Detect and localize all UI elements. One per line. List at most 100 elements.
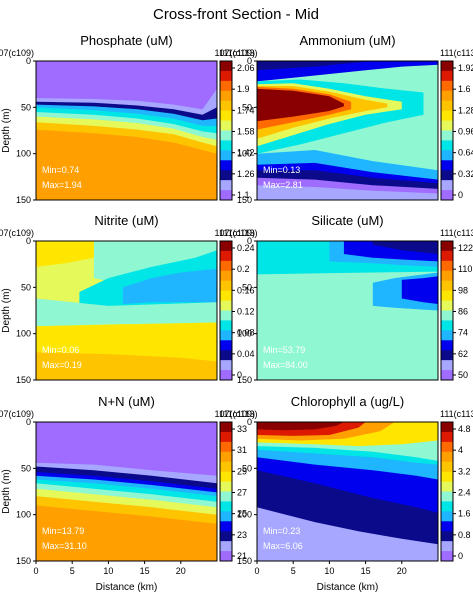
colorbar-segment	[220, 551, 232, 562]
colorbar-tick-label: 1.58	[237, 127, 255, 137]
colorbar-segment	[220, 422, 232, 433]
colorbar-tick-label: 74	[458, 328, 468, 338]
colorbar-segment	[441, 270, 453, 282]
colorbar-segment	[220, 310, 232, 321]
colorbar-frame	[440, 240, 454, 381]
colorbar-segment	[220, 80, 232, 92]
colorbar-segment	[441, 290, 453, 302]
y-tick-label: 50	[21, 463, 31, 473]
x-tick-label: 0	[33, 566, 38, 576]
y-tick-label: 100	[237, 149, 252, 159]
colorbar-tick-label: 0.32	[458, 169, 473, 179]
colorbar-tick-label: 1.1	[237, 190, 250, 200]
colorbar-segment	[441, 441, 453, 453]
colorbar-segment	[220, 270, 232, 282]
colorbar-tick-label: 0.04	[237, 349, 255, 359]
contour-band	[36, 129, 217, 200]
colorbar-segment	[441, 70, 453, 82]
colorbar-segment	[220, 441, 232, 453]
colorbar-segment	[441, 551, 453, 562]
colorbar-segment	[220, 70, 232, 82]
colorbar-segment	[441, 100, 453, 112]
station-left-label: 107(c109)	[214, 228, 255, 238]
colorbar-segment	[441, 360, 453, 371]
colorbar-tick-label: 2.06	[237, 63, 255, 73]
max-value-label: Max=0.19	[42, 360, 82, 370]
colorbar-tick-label: 0.16	[237, 285, 255, 295]
colorbar-segment	[220, 241, 232, 252]
y-axis-label: Depth (m)	[1, 469, 12, 513]
colorbar-segment	[441, 501, 453, 512]
colorbar-segment	[441, 61, 453, 72]
contour-panel: Nitrite (uM)107(c109)111(c113)050100150D…	[0, 213, 258, 385]
plot-frame	[35, 421, 218, 562]
min-value-label: Min=0.23	[263, 526, 300, 536]
colorbar-segment	[220, 521, 232, 532]
colorbar-tick-label: 3.2	[458, 466, 471, 476]
y-tick-label: 0	[26, 417, 31, 427]
colorbar-segment	[220, 180, 232, 191]
y-tick-label: 50	[242, 282, 252, 292]
panel-title: Phosphate (uM)	[80, 33, 173, 48]
colorbar-segment	[441, 422, 453, 433]
contour-field	[257, 61, 438, 200]
x-axis-label: Distance (km)	[96, 582, 158, 593]
plot-frame	[256, 240, 439, 381]
min-value-label: Min=0.06	[42, 345, 79, 355]
plot-frame	[35, 60, 218, 201]
colorbar-tick-label: 0.24	[237, 243, 255, 253]
station-left-label: 107(c109)	[0, 409, 34, 419]
colorbar-segment	[441, 491, 453, 502]
station-right-label: 111(c113)	[440, 409, 473, 419]
max-value-label: Max=31.10	[42, 541, 87, 551]
colorbar-tick-label: 31	[237, 445, 247, 455]
contour-panel: Phosphate (uM)107(c109)111(c113)05010015…	[0, 33, 258, 205]
colorbar-tick-label: 1.28	[458, 105, 473, 115]
min-value-label: Min=0.13	[263, 165, 300, 175]
colorbar-segment	[441, 110, 453, 122]
contour-panel: Ammonium (uM)107(c109)111(c113)050100150…	[214, 33, 473, 205]
colorbar-segment	[220, 250, 232, 262]
station-left-label: 107(c109)	[214, 48, 255, 58]
colorbar-segment	[220, 260, 232, 272]
colorbar-segment	[441, 340, 453, 351]
colorbar-segment	[220, 461, 232, 473]
colorbar-segment	[220, 120, 232, 131]
colorbar-segment	[220, 150, 232, 161]
max-value-label: Max=1.94	[42, 180, 82, 190]
y-tick-label: 0	[247, 417, 252, 427]
colorbar-segment	[220, 100, 232, 112]
colorbar-tick-label: 1.74	[237, 105, 255, 115]
colorbar-segment	[441, 481, 453, 492]
panel-title: Silicate (uM)	[311, 213, 383, 228]
y-tick-label: 100	[16, 149, 31, 159]
colorbar-tick-label: 1.26	[237, 169, 255, 179]
contour-band	[122, 268, 217, 304]
min-value-label: Min=53.79	[263, 345, 305, 355]
colorbar-tick-label: 2.4	[458, 488, 471, 498]
colorbar-segment	[220, 330, 232, 341]
min-value-label: Min=13.79	[42, 526, 84, 536]
y-tick-label: 50	[242, 463, 252, 473]
x-tick-label: 15	[140, 566, 150, 576]
y-tick-label: 50	[21, 282, 31, 292]
contour-band	[257, 61, 373, 71]
colorbar-segment	[220, 290, 232, 302]
page-title: Cross-front Section - Mid	[153, 6, 319, 23]
contour-band	[36, 352, 217, 380]
contour-field	[36, 61, 217, 200]
y-tick-label: 0	[247, 236, 252, 246]
station-right-label: 111(c113)	[219, 228, 258, 238]
colorbar-segment	[220, 360, 232, 371]
colorbar-segment	[220, 90, 232, 102]
plot-frame	[256, 60, 439, 201]
colorbar-tick-label: 0	[237, 370, 242, 380]
x-tick-label: 0	[254, 566, 259, 576]
colorbar-tick-label: 1.9	[237, 84, 250, 94]
colorbar-segment	[220, 320, 232, 331]
y-tick-label: 0	[247, 56, 252, 66]
colorbar-segment	[220, 491, 232, 502]
colorbar-segment	[441, 80, 453, 92]
contour-field	[257, 241, 438, 380]
